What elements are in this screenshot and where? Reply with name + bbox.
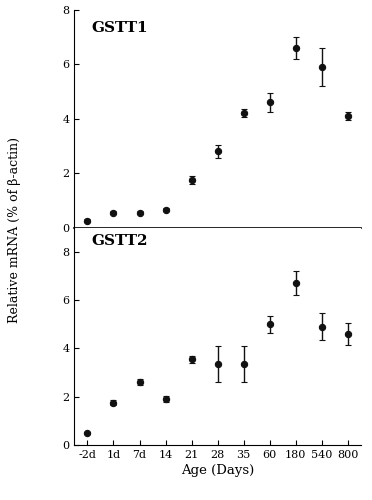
Text: GSTT1: GSTT1 bbox=[92, 21, 148, 35]
Text: Relative mRNA (% of β-actin): Relative mRNA (% of β-actin) bbox=[9, 137, 21, 323]
X-axis label: Age (Days): Age (Days) bbox=[181, 464, 254, 477]
Text: GSTT2: GSTT2 bbox=[92, 234, 148, 248]
